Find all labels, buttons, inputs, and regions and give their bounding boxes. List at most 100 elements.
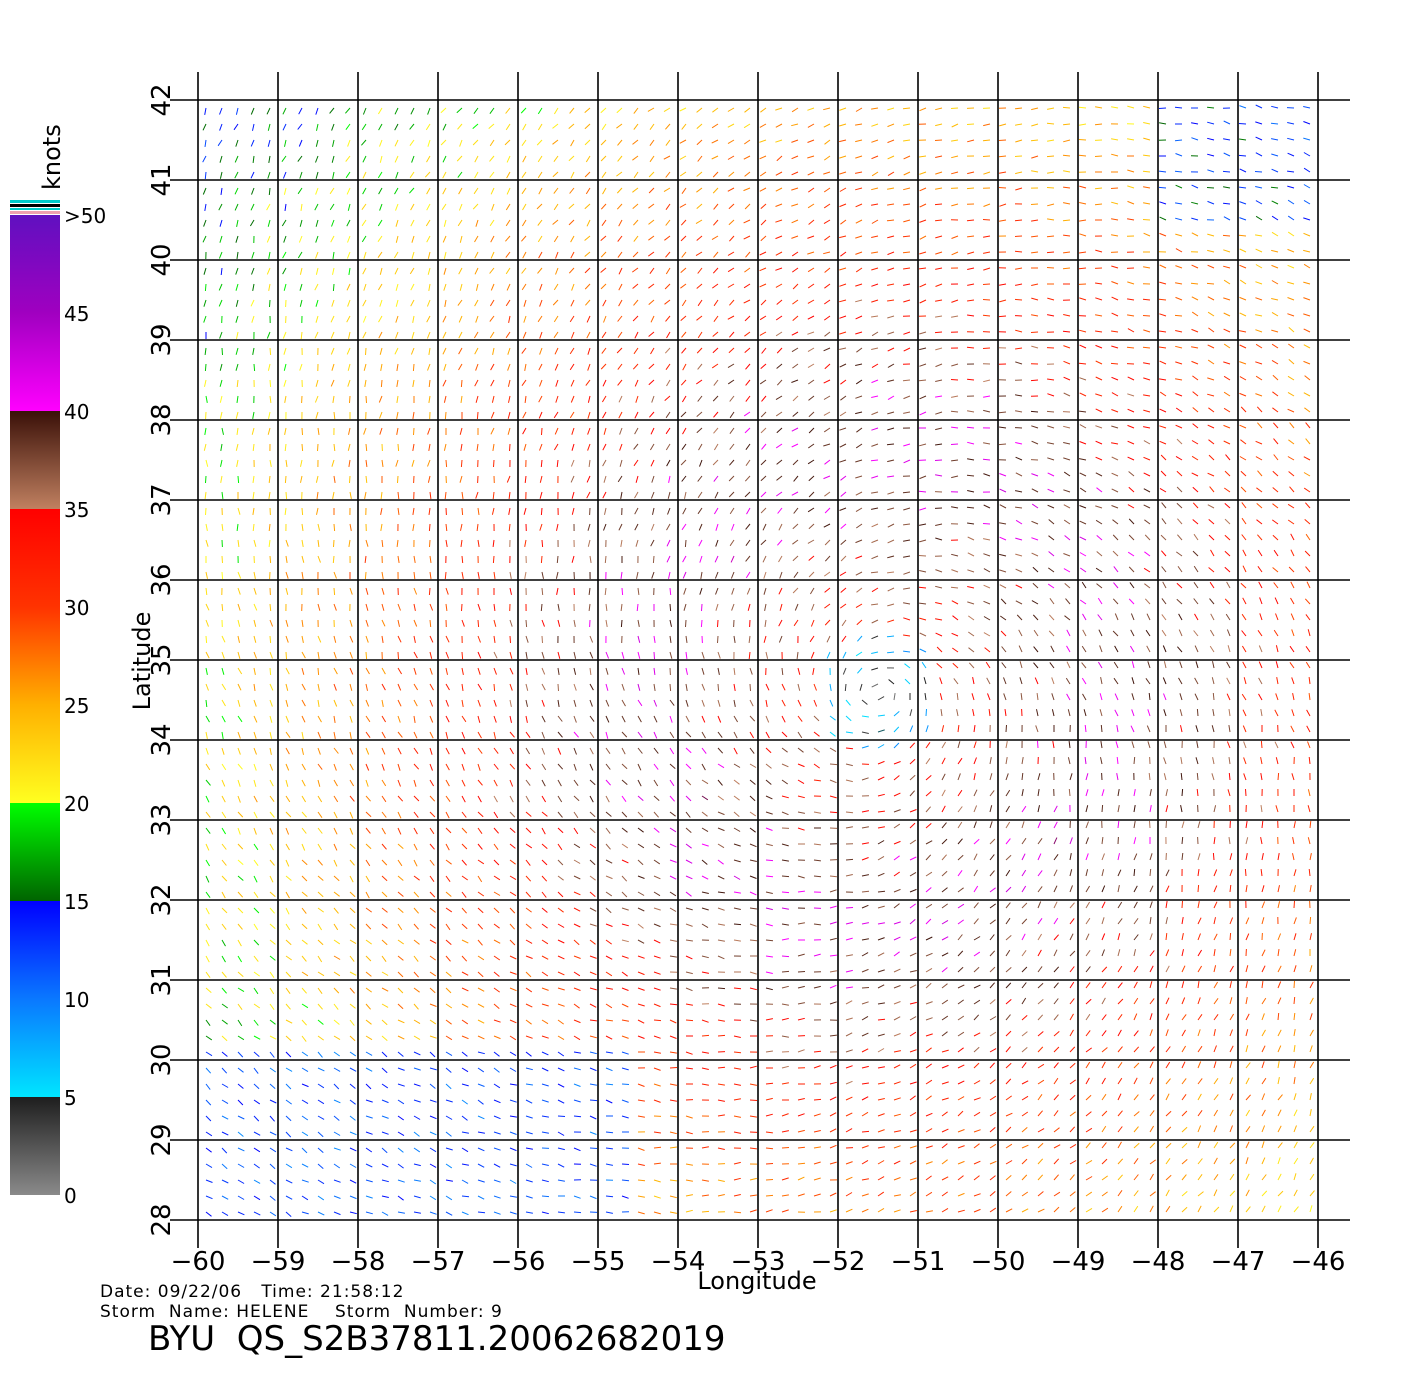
wind-barb-2908 [808,555,815,561]
wind-barb-403 [1053,1127,1060,1133]
wind-barb-2364 [1065,677,1071,685]
wind-barb-2701 [855,603,863,609]
wind-barb-4050 [1158,298,1167,301]
wind-barb-416 [1261,1125,1266,1133]
wind-barb-3694 [1063,376,1071,381]
wind-barb-4051 [1175,296,1183,301]
wind-barb-139 [1309,1190,1315,1197]
wind-barb-4555 [282,171,287,179]
wind-barb-4642 [553,155,559,162]
wind-barb-74 [269,1195,276,1201]
wind-barb-3950 [680,315,687,321]
wind-barb-4863 [727,107,735,112]
wind-barb-4660 [839,155,847,159]
wind-barb-2181 [381,715,387,723]
wind-barb-4132 [235,267,239,275]
wind-barb-3337 [951,459,959,462]
wind-barb-3430 [204,427,207,435]
wind-barb-4531 [1015,187,1023,191]
wind-barb-4732 [871,139,879,143]
wind-barb-400 [1005,1126,1012,1133]
wind-barb-3524 [587,411,591,419]
wind-barb-4014 [585,299,591,306]
wind-barb-4381 [855,219,863,224]
colorbar-tick-0: 0 [64,1184,77,1208]
wind-barb-2000 [845,763,853,767]
wind-barb-2249 [349,699,354,707]
wind-barb-3427 [1273,438,1279,445]
wind-barb-28 [653,1211,661,1215]
wind-barb-1663 [1053,837,1058,845]
wind-barb-419 [1309,1125,1315,1133]
wind-barb-3191 [855,491,863,496]
wind-barb-4803 [887,123,895,128]
wind-barb-1250 [1165,933,1168,941]
wind-barb-625 [1245,1077,1250,1085]
wind-barb-3146 [1256,503,1263,509]
wind-barb-491 [221,1099,229,1105]
wind-barb-4106 [935,283,943,287]
wind-barb-668 [813,1065,821,1069]
wind-barb-975 [1245,997,1248,1005]
wind-barb-3534 [743,411,751,417]
wind-barb-350 [205,1131,213,1137]
wind-barb-352 [237,1131,244,1137]
wind-barb-1683 [253,827,257,835]
wind-barb-511 [541,1099,549,1103]
wind-barb-2936 [1257,549,1263,557]
wind-barb-468 [973,1111,981,1117]
wind-barb-1014 [749,987,757,991]
wind-barb-1310 [1005,917,1011,925]
wind-barb-4683 [1207,153,1215,157]
wind-barb-1039 [1149,981,1153,989]
wind-barb-1534 [1229,869,1233,877]
y-tick-label-5: 33 [147,803,177,836]
wind-barb-1315 [1085,917,1091,925]
wind-barb-3118 [807,507,815,513]
wind-barb-4613 [1207,169,1215,173]
wind-barb-1186 [1261,949,1266,957]
wind-barb-4216 [459,251,463,259]
wind-barb-4203 [251,251,255,259]
wind-barb-4739 [982,139,991,142]
wind-barb-3063 [1048,519,1055,525]
wind-barb-1258 [1293,933,1297,941]
wind-barb-2874 [269,555,272,564]
wind-barb-3362 [235,443,239,451]
wind-barb-4383 [886,219,895,222]
wind-barb-3278 [1128,471,1135,477]
wind-barb-2292 [1036,693,1039,701]
wind-barb-3203 [1047,488,1055,493]
wind-barb-3406 [935,443,943,446]
wind-barb-2498 [968,647,975,653]
wind-barb-740 [845,1049,853,1053]
wind-barb-98 [653,1195,661,1199]
wind-barb-2986 [935,537,943,541]
wind-barb-63 [1213,1206,1220,1213]
wind-barb-3478 [966,426,975,429]
wind-barb-560 [205,1083,211,1090]
wind-barb-973 [1213,998,1219,1005]
wind-barb-4468 [1127,200,1135,205]
wind-barb-366 [461,1131,469,1134]
wind-barb-3144 [1224,503,1231,509]
wind-barb-765 [1245,1045,1249,1053]
wind-barb-2281 [861,699,868,705]
wind-barb-3837 [1111,345,1119,349]
wind-barb-1242 [1037,933,1043,941]
wind-barb-1021 [861,987,870,989]
wind-barb-3522 [553,411,559,419]
wind-barb-1905 [445,779,450,787]
wind-barb-820 [1005,1030,1012,1037]
wind-barb-485 [1245,1109,1251,1117]
wind-barb-2589 [1307,629,1311,637]
wind-barb-3538 [808,411,815,418]
wind-barb-1402 [237,891,244,898]
wind-barb-793 [573,1035,581,1041]
wind-barb-2036 [301,747,304,755]
wind-barb-4539 [1143,186,1151,189]
wind-barb-2428 [968,662,975,669]
wind-barb-852 [397,1019,405,1024]
wind-barb-330 [1005,1143,1013,1149]
wind-barb-3968 [967,314,975,317]
